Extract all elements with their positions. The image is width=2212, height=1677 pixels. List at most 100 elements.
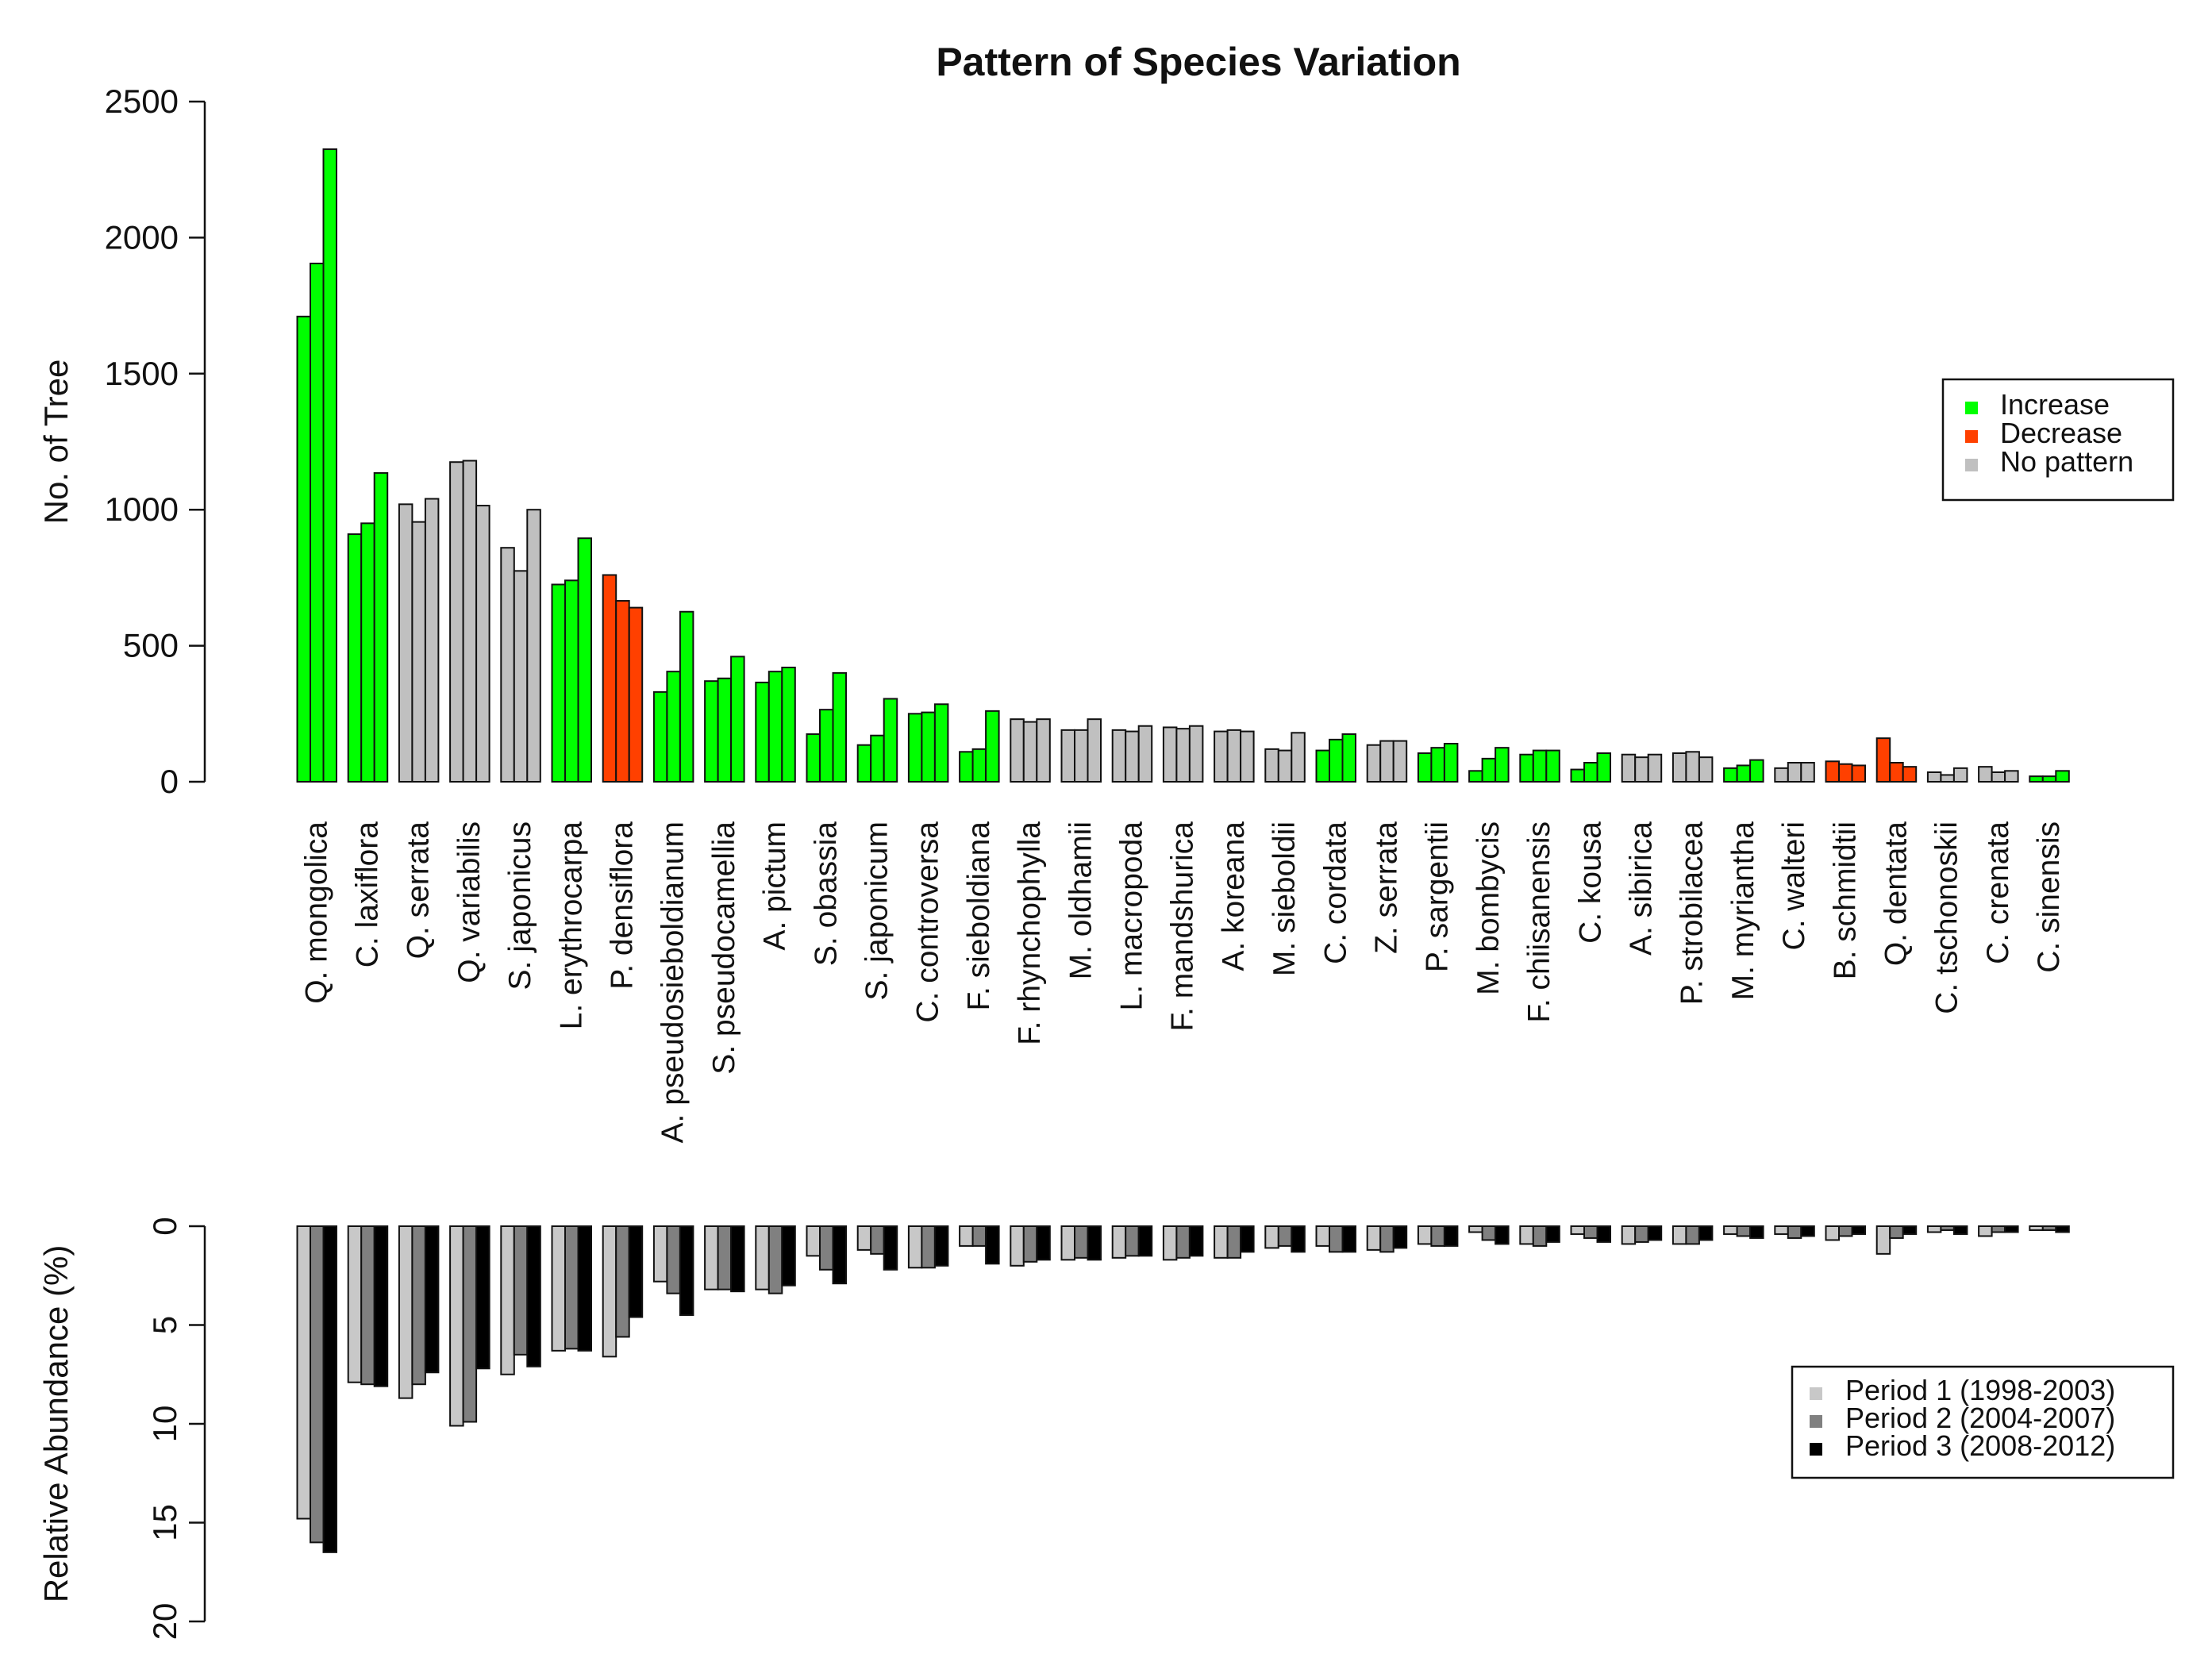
- bottom-legend: Period 1 (1998-2003)Period 2 (2004-2007)…: [1791, 1365, 2175, 1479]
- top-bar: [1443, 743, 1459, 783]
- bottom-bar: [730, 1225, 745, 1293]
- category-label: B. schmidtii: [1828, 821, 1862, 979]
- category-label: L. macropoda: [1114, 821, 1148, 1011]
- category-label: M. myriantha: [1726, 821, 1760, 1001]
- bottom-bar: [767, 1225, 783, 1294]
- bottom-bar: [1226, 1225, 1242, 1259]
- top-bar: [1532, 749, 1548, 783]
- top-bar: [1647, 753, 1663, 783]
- bottom-bar: [1672, 1225, 1687, 1245]
- bottom-bar: [883, 1225, 898, 1271]
- category-label: A. sibirica: [1624, 821, 1658, 956]
- top-bar: [296, 315, 311, 783]
- top-bar: [1240, 730, 1255, 783]
- top-bar: [1940, 774, 1955, 783]
- bottom-bar: [500, 1225, 515, 1375]
- bottom-bar: [1902, 1225, 1918, 1235]
- top-bar: [921, 711, 936, 783]
- bottom-bar: [1010, 1225, 1025, 1267]
- top-bar: [1087, 718, 1102, 783]
- top-bar: [1495, 747, 1510, 783]
- bottom-bar: [1952, 1225, 1968, 1235]
- bottom-bar: [1787, 1225, 1802, 1239]
- bottom-bar: [1022, 1225, 1038, 1263]
- legend-swatch: [1965, 459, 1978, 471]
- category-label: Q. serrata: [402, 821, 436, 960]
- bottom-bar: [526, 1225, 541, 1367]
- top-bar: [1329, 738, 1344, 783]
- legend-swatch: [1810, 1415, 1822, 1428]
- bottom-bar: [1264, 1225, 1279, 1249]
- top-bar: [310, 262, 325, 783]
- top-bar: [1787, 762, 1802, 783]
- bottom-bar: [832, 1225, 847, 1285]
- category-label: F. chiisanensis: [1522, 821, 1556, 1023]
- bottom-bar: [1443, 1225, 1459, 1247]
- top-y-tick-label: 2000: [105, 218, 179, 256]
- top-bar: [767, 671, 783, 783]
- bottom-bar: [2029, 1225, 2044, 1231]
- top-bar: [730, 656, 745, 783]
- bottom-panel: 0 5 10 15 20 Relative Abundance (%) Period 1 (…: [37, 1217, 2175, 1640]
- top-bar: [1175, 728, 1191, 783]
- bottom-bar: [1978, 1225, 1993, 1237]
- bottom-bar: [1532, 1225, 1548, 1247]
- bottom-bar: [1723, 1225, 1738, 1235]
- bottom-bar: [1634, 1225, 1649, 1243]
- top-bar: [1111, 729, 1127, 783]
- top-bar: [424, 498, 440, 783]
- top-bar: [1672, 752, 1687, 783]
- top-bar: [1698, 756, 1714, 783]
- bottom-bar: [652, 1225, 668, 1283]
- top-bar: [819, 709, 834, 783]
- legend-label: Period 2 (2004-2007): [1845, 1402, 2115, 1434]
- top-bar: [500, 547, 515, 783]
- legend-label: Decrease: [2000, 417, 2122, 449]
- bottom-bar: [615, 1225, 630, 1338]
- top-bar: [577, 537, 592, 783]
- top-bar: [1825, 760, 1840, 783]
- bottom-bar: [666, 1225, 681, 1294]
- bottom-bar: [1087, 1225, 1102, 1261]
- bottom-bar: [2004, 1225, 2019, 1233]
- category-label: C. laxiflora: [350, 821, 384, 968]
- top-y-tick-label: 1000: [105, 490, 179, 528]
- top-bar: [564, 579, 579, 783]
- bottom-bar: [1366, 1225, 1382, 1251]
- bottom-bar: [1889, 1225, 1904, 1239]
- bottom-bar: [1162, 1225, 1178, 1261]
- bottom-bar: [373, 1225, 389, 1387]
- category-label: A. koreana: [1217, 821, 1251, 971]
- category-label: Q. variabilis: [452, 821, 487, 983]
- category-label: P. strobilacea: [1675, 821, 1710, 1006]
- top-bar: [1596, 752, 1611, 783]
- top-bar: [1341, 733, 1356, 783]
- top-bar: [1264, 748, 1279, 783]
- top-panel: 0 500 1000 1500 2000 2500 No. of Tree Q. mongol…: [37, 83, 2175, 1143]
- top-bar: [513, 570, 529, 783]
- bottom-bar: [1481, 1225, 1497, 1241]
- category-label: C. crenata: [1981, 821, 2015, 964]
- top-bar: [2055, 770, 2070, 783]
- bottom-bar: [1736, 1225, 1752, 1237]
- bottom-bar: [475, 1225, 490, 1370]
- top-y-tick-label: 1500: [105, 355, 179, 392]
- bottom-bar: [921, 1225, 936, 1269]
- category-label: M. sieboldii: [1268, 821, 1302, 976]
- top-bar: [1902, 766, 1918, 783]
- top-bar: [704, 680, 719, 783]
- category-label: F. mandshurica: [1166, 821, 1200, 1032]
- bottom-bar: [781, 1225, 796, 1287]
- legend-swatch: [1965, 430, 1978, 443]
- top-bar: [398, 503, 414, 783]
- top-bar: [1749, 759, 1764, 783]
- bottom-bar: [564, 1225, 579, 1350]
- legend-label: Period 3 (2008-2012): [1845, 1429, 2115, 1462]
- bottom-bar: [1060, 1225, 1075, 1261]
- bottom-bar: [411, 1225, 426, 1386]
- top-bar: [1392, 740, 1408, 783]
- top-bar: [755, 681, 770, 783]
- top-bar: [1952, 767, 1968, 783]
- bottom-y-tick-label: 15: [146, 1504, 183, 1541]
- bottom-y-tick-label: 0: [146, 1217, 183, 1235]
